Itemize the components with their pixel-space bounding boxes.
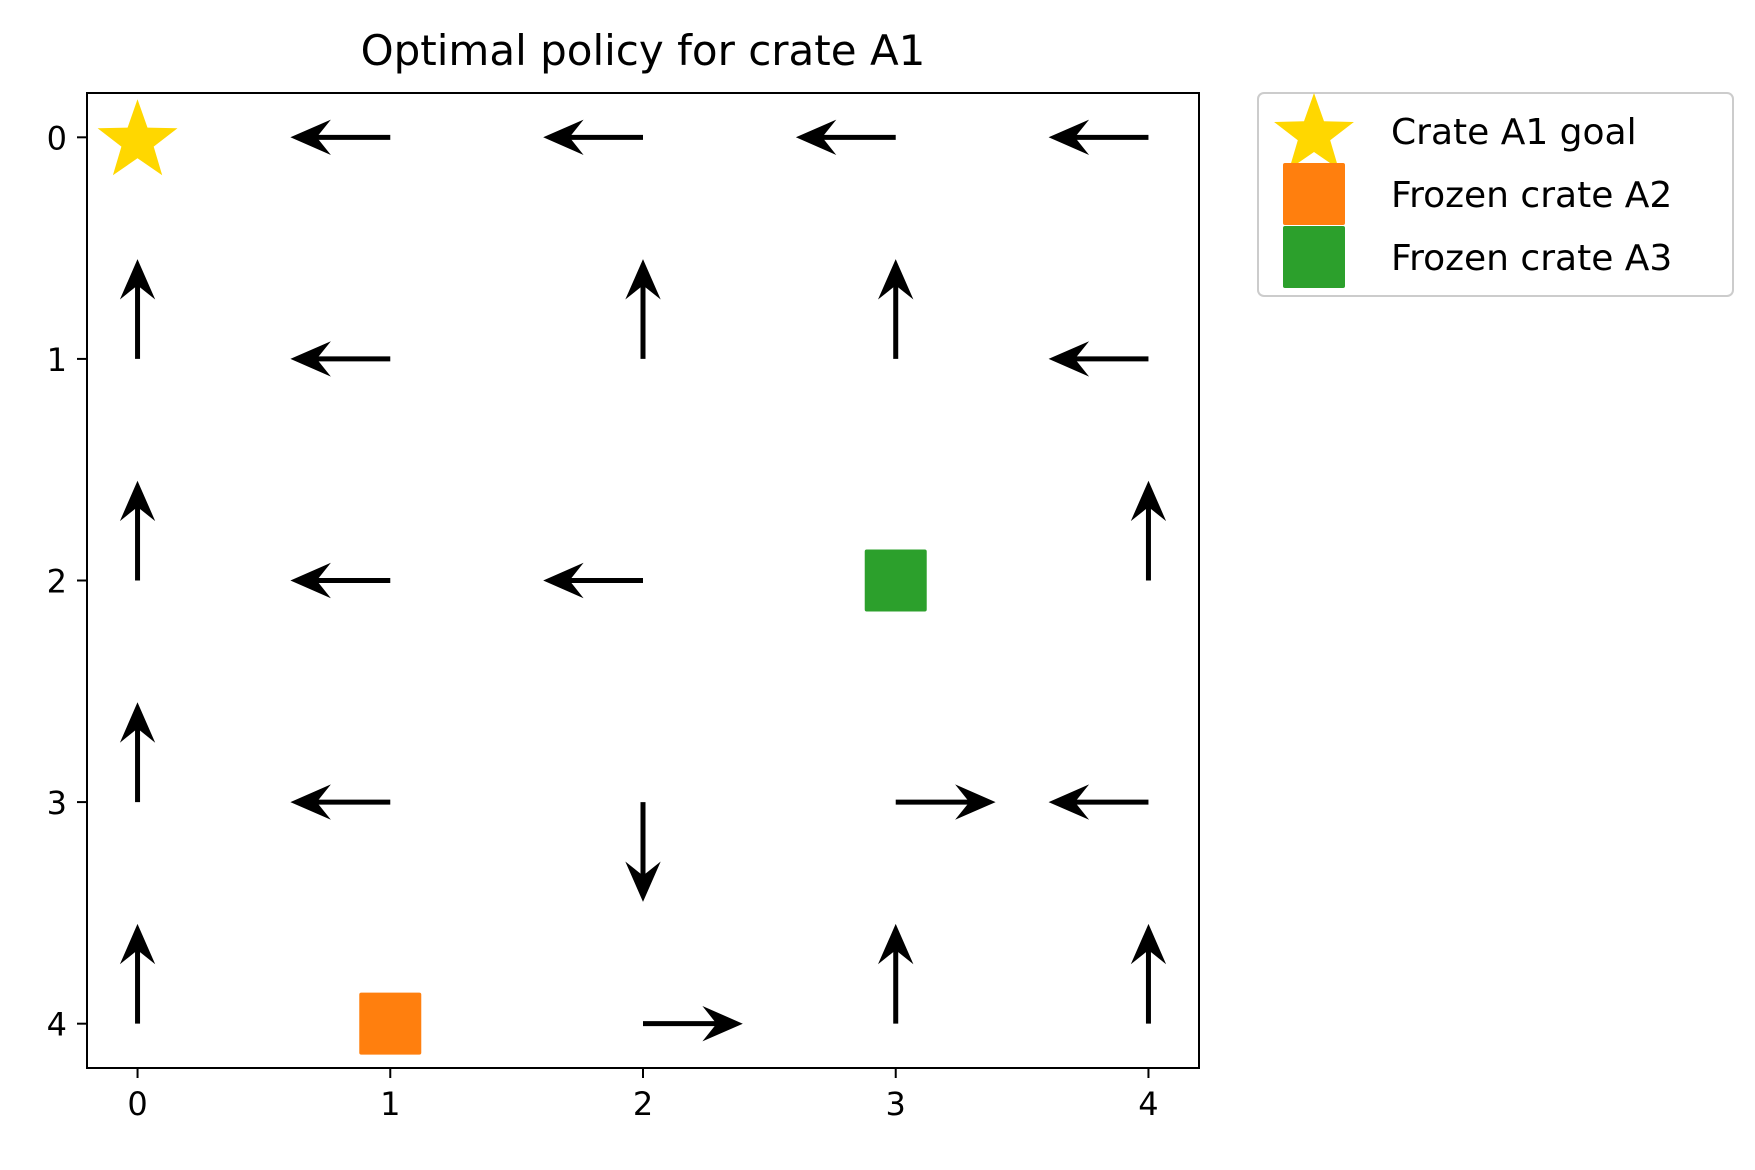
policy-arrow-up — [878, 259, 914, 359]
y-tick-label: 3 — [47, 784, 67, 822]
legend: Crate A1 goal Frozen crate A2 Frozen crate… — [1257, 92, 1734, 297]
policy-arrow-down — [625, 802, 661, 902]
policy-arrow-left — [290, 784, 391, 820]
y-tick-label: 0 — [47, 119, 67, 157]
policy-arrow-up — [119, 259, 156, 359]
policy-arrow-left — [290, 341, 391, 377]
legend-entry-label: Crate A1 goal — [1391, 112, 1637, 153]
chart-title: Optimal policy for crate A1 — [361, 26, 926, 75]
legend-entry-label: Frozen crate A3 — [1391, 238, 1672, 279]
y-tick-label: 1 — [47, 341, 67, 379]
policy-arrow-up — [878, 923, 914, 1024]
policy-arrow-left — [543, 562, 643, 599]
policy-arrow-left — [1048, 784, 1149, 820]
plot-area: 0 1 2 3 4 0 1 2 3 4 — [47, 92, 1200, 1123]
x-tick-label: 2 — [633, 1085, 653, 1123]
policy-arrow-right — [895, 784, 996, 820]
legend-star-icon — [1274, 93, 1354, 169]
policy-arrow-up — [1130, 480, 1167, 581]
policy-arrow-left — [543, 119, 643, 155]
policy-arrow-up — [119, 480, 156, 581]
policy-arrow-up — [119, 702, 156, 803]
policy-arrow-up — [625, 259, 661, 359]
x-tick-label: 1 — [380, 1085, 400, 1123]
policy-arrow-left — [795, 119, 896, 155]
frozen-crate-marker — [864, 549, 927, 612]
x-tick-label: 4 — [1138, 1085, 1158, 1123]
policy-arrow-left — [1048, 341, 1149, 377]
legend-entry-label: Frozen crate A2 — [1391, 175, 1672, 216]
goal-star-marker — [97, 99, 178, 176]
policy-arrow-left — [290, 562, 391, 599]
legend-box — [1257, 92, 1734, 297]
policy-arrow-left — [1048, 119, 1149, 155]
frozen-crate-marker — [359, 992, 422, 1055]
x-tick-label: 0 — [127, 1085, 147, 1123]
policy-arrow-up — [119, 923, 156, 1024]
legend-square-icon — [1283, 163, 1345, 225]
policy-arrow-right — [643, 1006, 743, 1042]
policy-arrow-left — [290, 119, 391, 155]
x-tick-label: 3 — [886, 1085, 906, 1123]
legend-square-icon — [1283, 226, 1345, 288]
policy-arrow-up — [1130, 923, 1167, 1024]
y-tick-label: 4 — [47, 1006, 67, 1044]
y-tick-label: 2 — [47, 563, 67, 601]
